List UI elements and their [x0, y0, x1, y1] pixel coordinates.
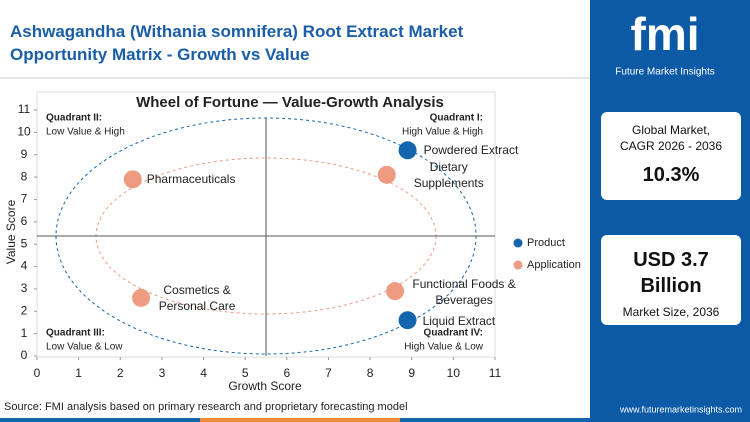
- y-tick-label: 5: [21, 236, 28, 250]
- data-point: [132, 288, 151, 307]
- legend-label: Product: [527, 237, 565, 249]
- data-point: [377, 165, 396, 184]
- y-tick-label: 3: [21, 281, 28, 295]
- legend-swatch: [513, 260, 523, 270]
- point-label: Dietary Supplements: [413, 159, 484, 190]
- x-tick-label: 5: [242, 366, 249, 380]
- data-point: [386, 282, 405, 301]
- data-point: [398, 141, 417, 160]
- chart-title: Wheel of Fortune — Value-Growth Analysis: [136, 94, 444, 111]
- quadrant-title: Quadrant IV:: [424, 328, 483, 339]
- stat-label: Market Size, 2036: [622, 305, 720, 319]
- stat-box: Global Market, CAGR 2026 - 2036 10.3%: [601, 112, 741, 200]
- y-tick-label: 10: [17, 125, 31, 139]
- point-label: Functional Foods & Beverages: [412, 277, 516, 308]
- point-label: Powdered Extract: [423, 143, 519, 158]
- website: www.futuremarketinsights.com: [619, 404, 742, 414]
- x-tick-label: 7: [325, 366, 332, 380]
- legend-swatch: [513, 238, 523, 248]
- stat-value: USD 3.7 Billion: [633, 249, 709, 297]
- y-tick-label: 6: [21, 214, 28, 228]
- sidebar-bg: [590, 0, 750, 422]
- x-tick-label: 9: [408, 366, 415, 380]
- data-point: [398, 311, 417, 330]
- x-tick-label: 2: [117, 366, 124, 380]
- stat-label: Global Market, CAGR 2026 - 2036: [619, 123, 723, 153]
- page-title: Ashwagandha (Withania somnifera) Root Ex…: [10, 22, 464, 64]
- point-label: Pharmaceuticals: [146, 172, 236, 187]
- x-tick-label: 8: [367, 366, 374, 380]
- quadrant-text: High Value & Low: [404, 342, 484, 353]
- y-tick-label: 7: [21, 192, 28, 206]
- y-tick-label: 11: [18, 102, 31, 116]
- quadrant-title: Quadrant II:: [46, 113, 102, 124]
- x-axis-label: Growth Score: [228, 379, 302, 393]
- quadrant-text: Low Value & Low: [46, 342, 123, 353]
- x-tick-label: 4: [200, 366, 207, 380]
- quadrant-title: Quadrant I:: [430, 113, 483, 124]
- x-tick-label: 1: [75, 366, 82, 380]
- y-tick-label: 1: [21, 326, 28, 340]
- stripe: [0, 418, 200, 422]
- stat-box: USD 3.7 Billion Market Size, 2036: [601, 235, 741, 325]
- y-tick-label: 0: [21, 348, 28, 362]
- stat-value: 10.3%: [642, 164, 700, 186]
- y-tick-label: 4: [21, 259, 28, 273]
- source: Source: FMI analysis based on primary re…: [4, 401, 408, 413]
- point-label: Liquid Extract: [422, 314, 496, 329]
- x-tick-label: 3: [159, 366, 166, 380]
- x-tick-label: 0: [34, 366, 41, 380]
- point-label: Cosmetics & Personal Care: [158, 282, 236, 313]
- brand-sub: Future Market Insights: [615, 67, 714, 78]
- x-tick-label: 11: [489, 366, 502, 380]
- x-tick-label: 10: [447, 366, 461, 380]
- y-tick-label: 9: [21, 147, 28, 161]
- plot-frame: [36, 91, 496, 358]
- stripe: [400, 418, 590, 422]
- brand-logo: fmi: [631, 8, 700, 60]
- stripe: [200, 418, 400, 422]
- y-tick-label: 8: [21, 169, 28, 183]
- x-tick-label: 6: [283, 366, 290, 380]
- legend-label: Application: [527, 259, 581, 271]
- y-axis-label: Value Score: [4, 199, 18, 264]
- quadrant-text: High Value & High: [402, 127, 483, 138]
- quadrant-title: Quadrant III:: [46, 328, 105, 339]
- quadrant-text: Low Value & High: [46, 127, 125, 138]
- data-point: [123, 170, 142, 189]
- y-tick-label: 2: [21, 303, 28, 317]
